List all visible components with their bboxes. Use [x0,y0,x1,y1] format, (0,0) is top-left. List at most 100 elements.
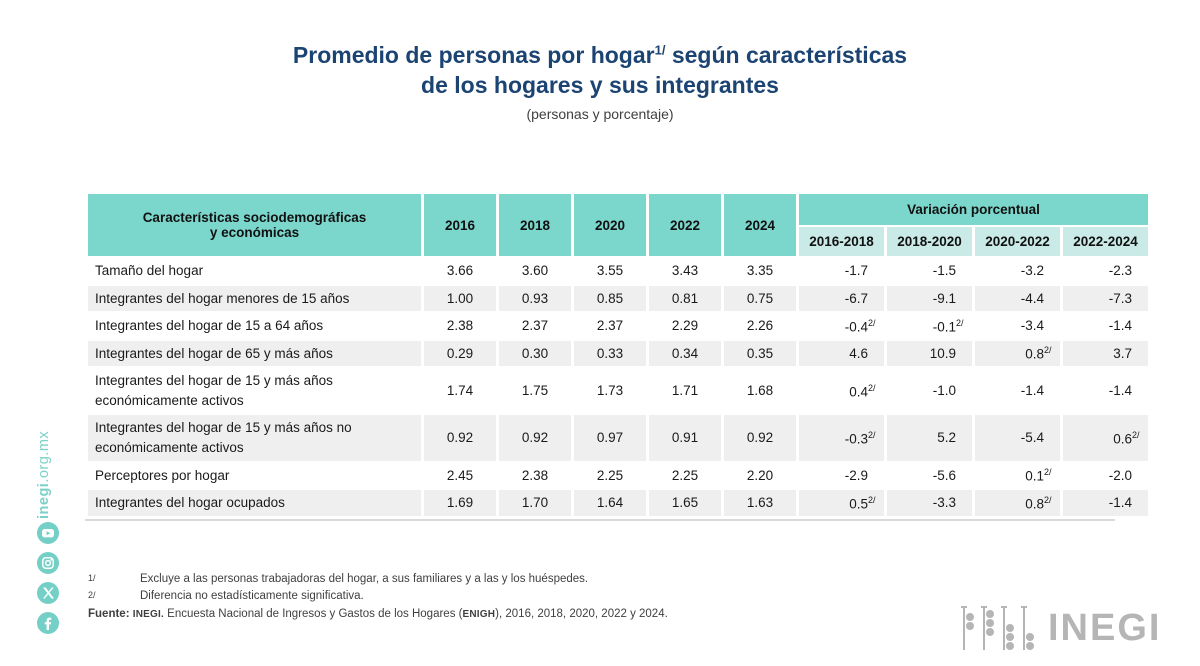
inegi-url-vertical[interactable]: inegi.org.mx [36,430,52,519]
title-block: Promedio de personas por hogar1/ según c… [0,40,1200,122]
footnote-1-marker: 1/ [88,573,96,583]
row-label: Integrantes del hogar menores de 15 años [88,285,421,312]
row-label: Integrantes del hogar de 15 y más años e… [88,368,421,414]
value-cell: 1.69 [424,490,496,516]
table-row: Tamaño del hogar 3.66 3.60 3.55 3.43 3.35 -1.7… [88,258,1149,284]
column-header-year-2016: 2016 [424,194,496,256]
variation-cell: -1.4 [1063,490,1149,516]
variation-cell: -1.5 [887,258,972,284]
value-cell: 2.37 [574,313,646,339]
value-cell: 0.91 [649,415,721,461]
variation-cell: 3.7 [1063,340,1149,367]
x-icon[interactable] [36,581,60,605]
value-cell: 1.73 [574,368,646,414]
inegi-abacus-icon [961,606,1034,650]
variation-cell: -7.3 [1063,285,1149,312]
variation-cell: 5.2 [887,415,972,461]
table-row: Perceptores por hogar 2.45 2.38 2.25 2.25 2.2… [88,462,1149,489]
footnote-2-text: Diferencia no estadísticamente significa… [140,589,364,602]
column-header-range-2020-2022: 2020-2022 [975,226,1060,256]
footnote-1-text: Excluye a las personas trabajadoras del … [140,573,589,585]
variation-cell: 0.52/ [799,490,884,516]
footnote-2-marker: 2/ [88,589,96,600]
value-cell: 0.92 [724,415,796,461]
variation-cell: -1.7 [799,258,884,284]
value-cell: 2.29 [649,313,721,339]
value-cell: 2.45 [424,462,496,489]
column-header-variation: Variación porcentual [799,194,1149,225]
row-label: Perceptores por hogar [88,462,421,489]
column-header-year-2020: 2020 [574,194,646,256]
value-cell: 2.38 [424,313,496,339]
variation-cell: -9.1 [887,285,972,312]
variation-cell: -3.4 [975,313,1060,339]
variation-cell: 10.9 [887,340,972,367]
value-cell: 0.81 [649,285,721,312]
row-label: Integrantes del hogar ocupados [88,490,421,516]
value-cell: 3.35 [724,258,796,284]
value-cell: 0.93 [499,285,571,312]
value-cell: 1.70 [499,490,571,516]
value-cell: 2.25 [649,462,721,489]
variation-cell: -1.0 [887,368,972,414]
value-cell: 2.37 [499,313,571,339]
column-header-year-2018: 2018 [499,194,571,256]
variation-cell: 0.12/ [975,462,1060,489]
value-cell: 0.35 [724,340,796,367]
inegi-logo: INEGI [960,604,1161,652]
variation-cell: 4.6 [799,340,884,367]
value-cell: 0.75 [724,285,796,312]
title-footnote-marker: 1/ [654,42,666,58]
column-header-year-2022: 2022 [649,194,721,256]
column-header-range-2022-2024: 2022-2024 [1063,226,1149,256]
page-title: Promedio de personas por hogar1/ según c… [292,42,908,99]
instagram-icon[interactable] [36,551,60,575]
footnote-1: 1/ Excluye a las personas trabajadoras d… [88,571,968,588]
row-label: Integrantes del hogar de 15 y más años n… [88,415,421,461]
inegi-logo-text: INEGI [1048,607,1162,649]
column-header-year-2024: 2024 [724,194,796,256]
variation-cell: -5.6 [887,462,972,489]
facebook-icon[interactable] [36,611,60,635]
table-row: Integrantes del hogar de 15 a 64 años 2.3… [88,313,1149,339]
row-label: Tamaño del hogar [88,258,421,284]
value-cell: 0.30 [499,340,571,367]
table-row: Integrantes del hogar ocupados 1.69 1.70 1.… [88,490,1149,516]
data-table: Características sociodemográficas y econó… [85,192,1151,518]
value-cell: 1.00 [424,285,496,312]
value-cell: 3.60 [499,258,571,284]
footnotes: 1/ Excluye a las personas trabajadoras d… [88,571,968,623]
value-cell: 1.68 [724,368,796,414]
variation-cell: -0.12/ [887,313,972,339]
value-cell: 0.29 [424,340,496,367]
variation-cell: -1.4 [1063,313,1149,339]
row-label: Integrantes del hogar de 15 a 64 años [88,313,421,339]
youtube-icon[interactable] [36,521,60,545]
variation-cell: -0.42/ [799,313,884,339]
variation-cell: -4.4 [975,285,1060,312]
value-cell: 0.33 [574,340,646,367]
value-cell: 1.63 [724,490,796,516]
value-cell: 3.43 [649,258,721,284]
column-header-characteristics: Características sociodemográficas y econó… [88,194,421,256]
value-cell: 1.74 [424,368,496,414]
table-row: Integrantes del hogar de 15 y más años e… [88,368,1149,414]
variation-cell: -3.3 [887,490,972,516]
table-row: Integrantes del hogar de 15 y más años n… [88,415,1149,461]
table-body: Tamaño del hogar 3.66 3.60 3.55 3.43 3.35 -1.7… [88,258,1149,516]
data-table-wrap: Características sociodemográficas y econó… [85,192,1149,521]
value-cell: 2.38 [499,462,571,489]
table-row: Integrantes del hogar de 65 y más años 0.… [88,340,1149,367]
value-cell: 0.92 [424,415,496,461]
value-cell: 0.85 [574,285,646,312]
variation-cell: -2.0 [1063,462,1149,489]
variation-cell: -3.2 [975,258,1060,284]
variation-cell: 0.42/ [799,368,884,414]
variation-cell: -0.32/ [799,415,884,461]
table-head: Características sociodemográficas y econó… [88,194,1149,256]
value-cell: 3.66 [424,258,496,284]
value-cell: 0.97 [574,415,646,461]
variation-cell: 0.82/ [975,340,1060,367]
value-cell: 1.65 [649,490,721,516]
